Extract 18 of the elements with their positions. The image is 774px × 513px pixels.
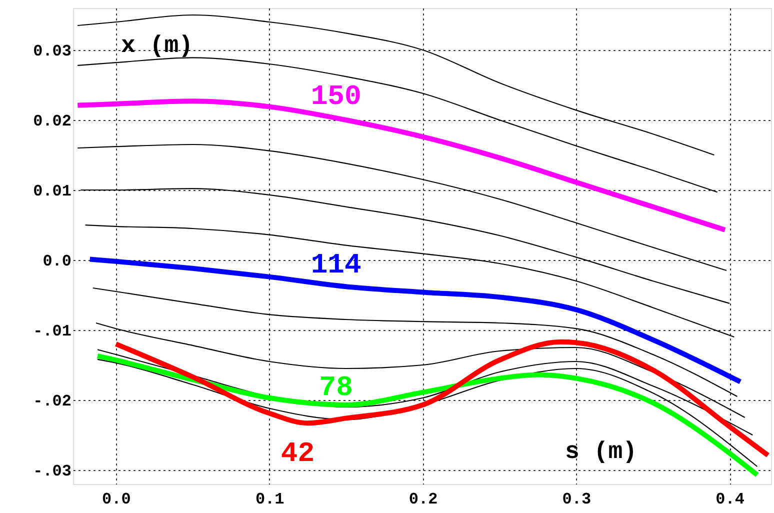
y-tick-label: 0.03 [33,42,72,60]
x-tick-label: 0.3 [562,490,592,508]
x-tick-label: 0.1 [255,490,284,508]
x-tick-label: 0.2 [408,490,438,508]
y-tick-label: -.01 [33,322,72,340]
x-tick-label: 0.4 [716,490,745,508]
x-tick-label: 0.0 [102,490,131,508]
y-axis-title: x (m) [121,33,194,60]
y-tick-label: -.02 [33,392,72,410]
series-label: 42 [280,439,315,470]
x-axis-title: s (m) [565,439,638,466]
series-label: 78 [319,372,353,404]
y-tick-label: 0.0 [42,252,72,270]
series-label: 114 [310,250,362,282]
y-tick-label: 0.02 [33,112,72,130]
y-tick-label: -.03 [33,462,72,480]
y-tick-label: 0.01 [33,182,72,200]
series-label: 150 [310,82,362,113]
